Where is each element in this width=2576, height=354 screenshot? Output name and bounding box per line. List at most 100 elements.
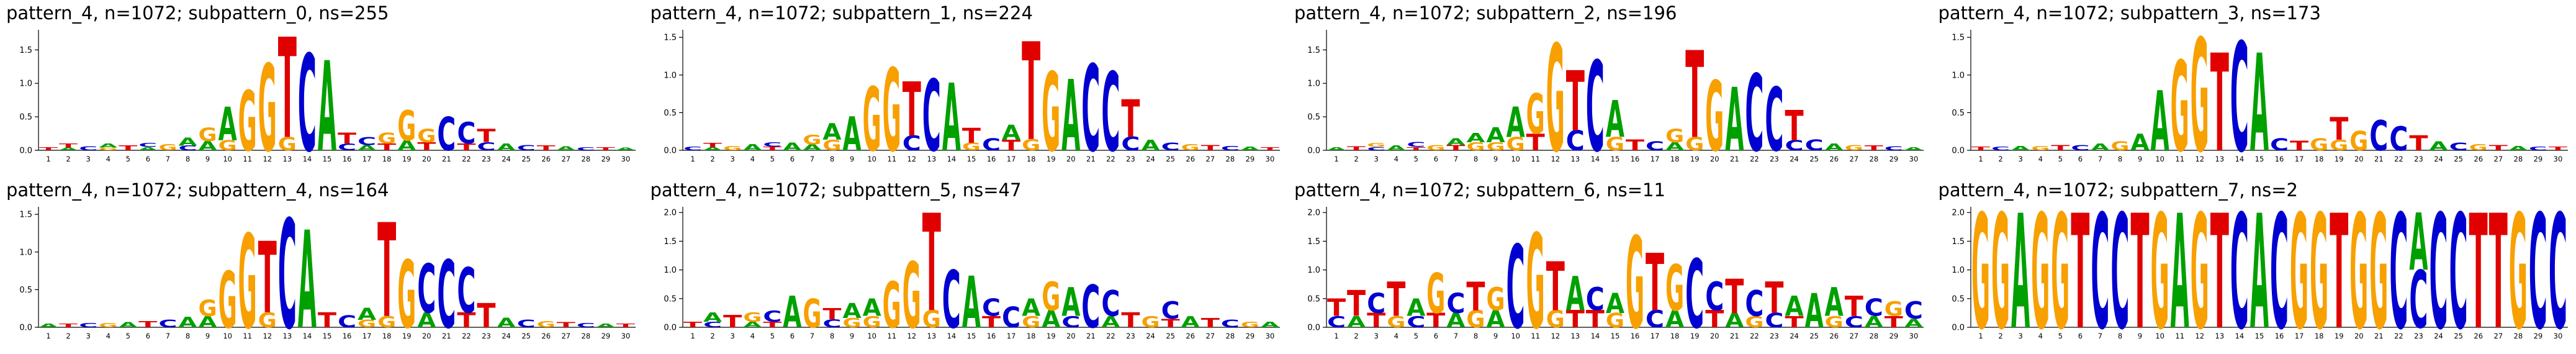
x-tick-label: 27 [561,332,570,340]
logo-letter-C: C [517,143,536,152]
x-tick-label: 9 [205,332,210,340]
logo-letter-A: A [1022,294,1040,321]
logo-letter-C: C [358,135,376,148]
logo-letter-A: A [1446,137,1465,147]
logo-letter-C: C [477,140,495,153]
x-tick-label: 30 [2553,332,2562,340]
x-tick-label: 18 [1026,155,1035,163]
logo-letter-A: A [703,310,722,325]
x-tick-label: 18 [1670,155,1680,163]
logo-letter-T: T [1885,313,1903,331]
logo-letter-T: T [2330,111,2348,147]
x-tick-label: 20 [1066,155,1075,163]
logo-letter-C: C [1586,37,1605,175]
axes [1970,206,2568,328]
logo-letter-A: A [1101,313,1120,331]
x-tick-label: 13 [2215,155,2224,163]
logo-letter-G: G [397,102,416,150]
logo-letter-A: A [2170,202,2189,352]
logo-letter-C: C [2528,202,2547,352]
x-tick-label: 14 [947,155,956,163]
x-tick-label: 28 [1225,155,1235,163]
y-axis: 0.0 0.5 1.0 1.5 [19,211,38,332]
logo-letter-A: A [1061,60,1080,174]
x-tick-label: 2 [66,332,70,340]
x-tick-label: 18 [382,332,392,340]
logo-letter-A: A [597,322,615,329]
x-tick-label: 19 [1690,332,1700,340]
logo-letter-G: G [417,125,436,147]
x-tick-label: 6 [2078,155,2082,163]
logo-letter-A: A [1805,284,1824,338]
x-tick-label: 1 [1978,155,1983,163]
x-tick-label: 4 [106,332,110,340]
sequence-logo-plot: 0.00.51.01.51 2 3 4 5 6 7 8 9 10 11 12 13 14 15 16 17 18 1… [19,202,636,352]
logo-letter-C: C [577,146,595,152]
axes [682,29,1280,151]
y-tick-label: 0.5 [1952,109,1965,118]
x-tick-label: 29 [2533,155,2542,163]
logo-letter-T: T [457,142,475,152]
logo-letter-T: T [1002,137,1020,154]
x-tick-label: 23 [2414,155,2423,163]
logo-letter-C: C [2449,140,2467,152]
x-tick-label: 16 [986,155,996,163]
logo-letter-A: A [1181,313,1199,331]
y-tick-label: 0.0 [1952,323,1965,332]
logo-letter-A: A [1487,306,1505,333]
logo-letter-C: C [1506,222,1525,352]
x-tick-label: 27 [561,155,570,163]
logo-letter-T: T [1161,316,1179,330]
x-tick-label: 18 [2314,155,2323,163]
y-tick-label: 1.0 [664,266,677,275]
y-tick-label: 1.0 [19,79,32,89]
logo-letter-C: C [2071,143,2089,152]
logo-letter-C: C [338,312,356,332]
x-tick-label: 16 [343,155,352,163]
logo-letter-G: G [1626,211,1644,352]
x-tick-label: 27 [1205,155,1215,163]
logo-letter-T: T [1260,147,1279,152]
logo-letter-T: T [1387,272,1405,327]
x-tick-label: 6 [790,155,794,163]
logo-letter-G: G [723,145,742,152]
x-tick-label: 26 [1829,155,1839,163]
x-tick-label: 21 [2374,155,2384,163]
logo-letter-G: G [1705,61,1724,173]
x-tick-label: 14 [303,332,312,340]
logo-letter-T: T [537,144,556,152]
logo-letter-T: T [1586,306,1605,333]
x-tick-label: 3 [86,332,91,340]
logo-letter-C: C [298,28,317,175]
x-tick-label: 16 [343,332,352,340]
x-tick-label: 16 [986,332,996,340]
x-tick-label: 12 [263,332,272,340]
x-tick-label: 28 [2513,155,2523,163]
logo-letter-C: C [822,317,841,330]
logo-letter-T: T [2290,138,2308,153]
logo-letter-C: C [1101,50,1120,175]
logo-letter-G: G [1665,252,1684,325]
y-tick-label: 1.0 [1307,79,1320,89]
logo-letter-G: G [99,322,117,329]
logo-letter-G: G [882,269,901,342]
y-tick-label: 0.5 [19,113,32,122]
logo-letter-C: C [2409,254,2428,346]
logo-letter-A: A [1566,266,1585,321]
logo-letter-C: C [982,294,1001,321]
y-tick-label: 1.5 [664,34,677,43]
logo-letter-C: C [1745,53,1763,175]
logo-letter-G: G [218,138,237,154]
logo-letter-A: A [1002,120,1020,145]
x-tick-label: 22 [462,332,471,340]
x-tick-label: 24 [1790,155,1799,163]
x-tick-label: 5 [770,155,774,163]
x-tick-label: 30 [2553,155,2562,163]
x-tick-label: 11 [887,155,896,163]
x-tick-label: 21 [1086,332,1096,340]
logo-letter-A: A [1606,288,1624,320]
logo-letter-C: C [1061,313,1080,331]
logo-letter-G: G [99,147,117,151]
logo-letter-G: G [2369,202,2388,352]
x-tick-label: 13 [927,332,936,340]
